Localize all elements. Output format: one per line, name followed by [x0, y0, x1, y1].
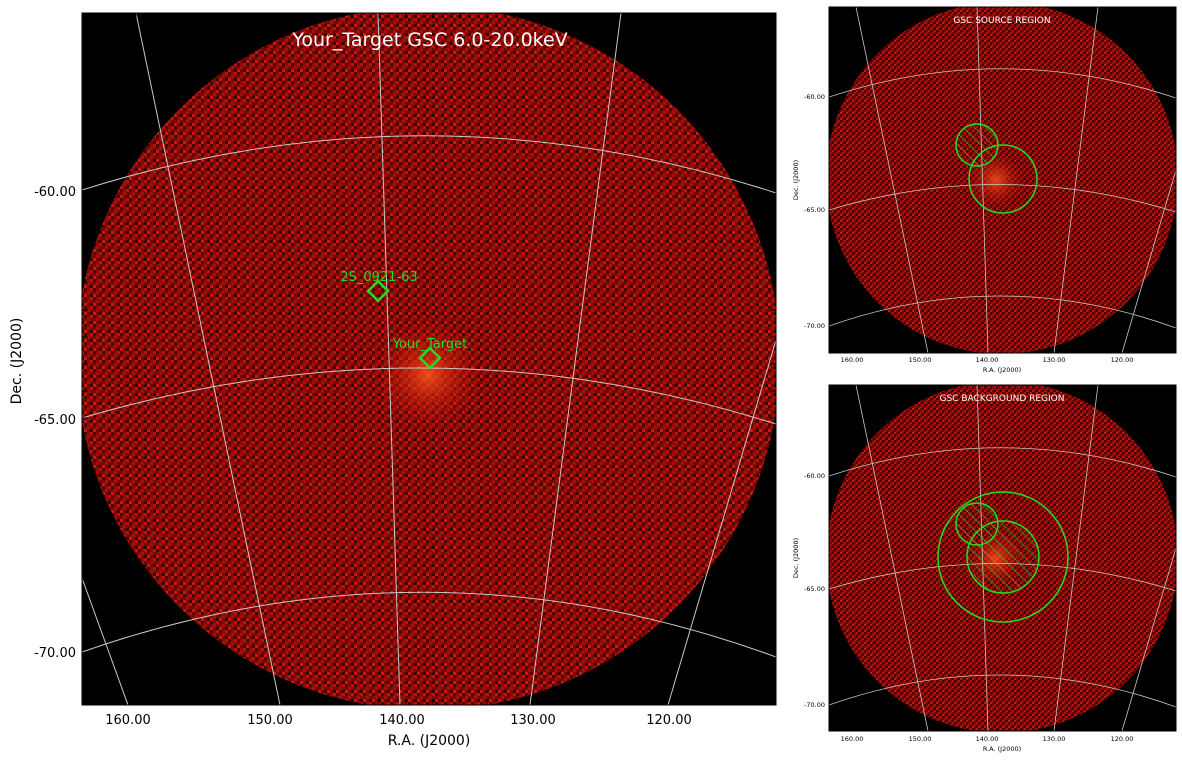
background-annulus-outer: [937, 491, 1069, 623]
ra-tick-label: 160.00: [841, 735, 864, 743]
ra-tick-label: 160.00: [105, 713, 151, 728]
excluded-target-region: [966, 520, 1040, 594]
panel-title: GSC SOURCE REGION: [953, 16, 1050, 26]
ra-tick-label: 120.00: [1111, 356, 1134, 364]
main-title: Your_Target GSC 6.0-20.0keV: [291, 29, 567, 51]
ra-tick-label: 150.00: [909, 735, 932, 743]
excluded-source-region: [955, 123, 999, 167]
panel-title: GSC BACKGROUND REGION: [940, 394, 1065, 404]
source-region-panel: GSC SOURCE REGION -60.00 -65.00 -70.00 1…: [790, 0, 1182, 380]
axes-frame: [828, 6, 1177, 354]
main-image-panel: Your_Target GSC 6.0-20.0keV 2S_0921-63 Y…: [9, 12, 777, 749]
source-label-2s0921: 2S_0921-63: [340, 270, 417, 285]
coordinate-grid: [829, 7, 1176, 353]
y-axis-label: Dec. (J2000): [792, 160, 800, 200]
x-axis-label: R.A. (J2000): [983, 745, 1021, 753]
ra-tick-label: 160.00: [841, 356, 864, 364]
x-axis-label: R.A. (J2000): [983, 366, 1021, 374]
main-sky-image: Your_Target GSC 6.0-20.0keV 2S_0921-63 Y…: [9, 12, 777, 749]
y-axis-label: Dec. (J2000): [792, 538, 800, 578]
dec-tick-label: -65.00: [34, 413, 76, 428]
y-axis-label: Dec. (J2000): [9, 318, 25, 405]
axes-frame: [828, 384, 1177, 732]
main-axes-frame: [81, 12, 777, 706]
dec-tick-label: -60.00: [804, 93, 825, 101]
ra-tick-label: 130.00: [510, 713, 556, 728]
ra-tick-label: 120.00: [1111, 735, 1134, 743]
dec-tick-label: -60.00: [34, 185, 76, 200]
ra-tick-label: 150.00: [909, 356, 932, 364]
ra-tick-label: 130.00: [1043, 356, 1066, 364]
dec-tick-label: -65.00: [804, 585, 825, 593]
background-region-image: GSC BACKGROUND REGION -60.00 -65.00 -70.…: [792, 384, 1177, 753]
dec-tick-label: -70.00: [804, 701, 825, 709]
source-marker-target: [418, 346, 442, 370]
ra-tick-label: 120.00: [646, 713, 692, 728]
dec-tick-label: -65.00: [804, 206, 825, 214]
coordinate-grid: [82, 13, 776, 705]
ra-tick-label: 130.00: [1043, 735, 1066, 743]
dec-tick-label: -60.00: [804, 472, 825, 480]
ra-tick-label: 140.00: [976, 735, 999, 743]
target-emission-peak: [373, 320, 483, 430]
source-extraction-region: [968, 144, 1038, 214]
source-region-image: GSC SOURCE REGION -60.00 -65.00 -70.00 1…: [792, 6, 1177, 374]
dec-tick-label: -70.00: [34, 646, 76, 661]
axis-ticks: [81, 12, 776, 705]
x-axis-label: R.A. (J2000): [388, 733, 471, 749]
source-label-target: Your_Target: [392, 337, 467, 352]
ra-tick-label: 140.00: [379, 713, 425, 728]
source-marker-2s0921: [366, 279, 390, 303]
dec-tick-label: -70.00: [804, 322, 825, 330]
ra-tick-label: 140.00: [976, 356, 999, 364]
ra-tick-label: 150.00: [247, 713, 293, 728]
background-region-panel: GSC BACKGROUND REGION -60.00 -65.00 -70.…: [790, 380, 1182, 758]
